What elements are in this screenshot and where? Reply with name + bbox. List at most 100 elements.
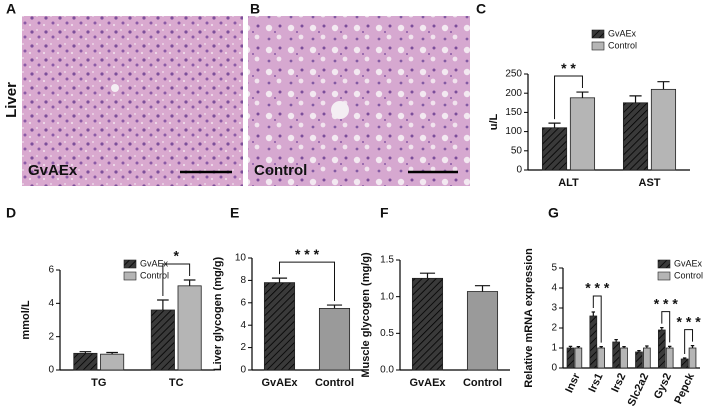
legend-swatch bbox=[657, 259, 671, 269]
significance-bracket bbox=[279, 261, 335, 302]
y-tick-label: 2 bbox=[551, 323, 557, 334]
error-bar bbox=[657, 81, 670, 90]
bar bbox=[680, 358, 689, 369]
y-tick-label: 200 bbox=[505, 88, 522, 99]
bar bbox=[574, 347, 583, 369]
y-tick-label: 8 bbox=[240, 275, 246, 286]
row-label: Liver bbox=[3, 82, 20, 118]
legend-label: GvAEx bbox=[140, 258, 169, 268]
significance-label: * * bbox=[561, 60, 576, 76]
bar bbox=[100, 353, 125, 371]
significance-label: * * * bbox=[295, 246, 320, 262]
y-tick-label: 3 bbox=[551, 303, 557, 314]
error-bar bbox=[568, 345, 573, 348]
error-bar bbox=[419, 272, 436, 279]
error-bar bbox=[660, 327, 664, 330]
error-bar bbox=[622, 346, 626, 348]
x-tick-label: Control bbox=[315, 377, 354, 389]
bar bbox=[657, 329, 666, 369]
y-tick-label: 1.0 bbox=[380, 291, 394, 302]
error-bar bbox=[326, 304, 343, 309]
bar bbox=[411, 277, 444, 371]
significance-label: * * * bbox=[677, 313, 702, 329]
y-tick-label: 1 bbox=[551, 343, 557, 354]
x-tick-label: GvAEx bbox=[409, 377, 446, 389]
y-tick-label: 0 bbox=[516, 165, 522, 176]
vessel bbox=[331, 101, 349, 119]
y-tick-label: 1.5 bbox=[380, 255, 394, 266]
error-bar bbox=[682, 357, 687, 359]
bar bbox=[597, 347, 606, 369]
bar bbox=[650, 88, 677, 171]
x-tick-label: ALT bbox=[558, 177, 579, 189]
y-tick-label: 6 bbox=[48, 265, 54, 276]
y-axis-label: u/L bbox=[488, 113, 500, 130]
x-tick-label: Pepck bbox=[672, 371, 697, 406]
y-tick-label: 100 bbox=[505, 126, 522, 137]
significance-bracket bbox=[592, 295, 602, 343]
y-tick-label: 0.0 bbox=[380, 365, 394, 376]
legend-label: GvAEx bbox=[608, 28, 637, 38]
error-bar bbox=[576, 346, 581, 348]
y-tick-label: 4 bbox=[240, 320, 246, 331]
error-bar bbox=[183, 279, 196, 286]
y-tick-label: 0 bbox=[240, 365, 246, 376]
x-tick-label: Irs1 bbox=[586, 371, 605, 394]
panel-letter: C bbox=[476, 1, 486, 17]
image-label: Control bbox=[254, 162, 307, 179]
y-tick-label: 4 bbox=[48, 298, 54, 309]
significance-bracket bbox=[661, 311, 671, 343]
significance-label: * * * bbox=[654, 295, 679, 311]
error-bar bbox=[645, 345, 649, 348]
legend-label: GvAEx bbox=[674, 258, 703, 268]
panel-letter: E bbox=[230, 205, 239, 221]
legend-swatch bbox=[123, 259, 137, 269]
legend-swatch bbox=[591, 29, 605, 39]
legend-swatch bbox=[123, 271, 137, 281]
error-bar bbox=[599, 346, 603, 348]
panel-letter: A bbox=[6, 1, 16, 17]
bar bbox=[150, 309, 175, 371]
x-tick-label: Irs2 bbox=[609, 371, 628, 394]
x-tick-label: TG bbox=[91, 377, 106, 389]
bar bbox=[665, 347, 674, 369]
y-tick-label: 150 bbox=[505, 107, 522, 118]
y-tick-label: 4 bbox=[551, 283, 557, 294]
legend-label: Control bbox=[140, 270, 169, 280]
bar bbox=[612, 341, 620, 369]
x-tick-label: GvAEx bbox=[261, 377, 298, 389]
y-tick-label: 5 bbox=[551, 263, 557, 274]
bar bbox=[318, 307, 351, 371]
vessel bbox=[111, 84, 119, 92]
error-bar bbox=[79, 351, 92, 354]
legend-label: Control bbox=[674, 270, 703, 280]
bar bbox=[177, 285, 202, 371]
error-bar bbox=[614, 339, 618, 342]
y-axis-label: Muscle glycogen (mg/g) bbox=[360, 252, 372, 378]
bar bbox=[541, 127, 568, 171]
error-bar bbox=[690, 345, 695, 348]
image-label: GvAEx bbox=[28, 162, 78, 179]
panel-letter: G bbox=[548, 205, 559, 221]
legend-swatch bbox=[657, 271, 671, 281]
bar bbox=[622, 102, 649, 171]
y-axis-label: Relative mRNA expression bbox=[523, 248, 535, 388]
error-bar bbox=[637, 350, 641, 352]
error-bar bbox=[548, 122, 561, 128]
error-bar bbox=[157, 299, 169, 310]
y-axis-label: Liver glycogen (mg/g) bbox=[212, 257, 224, 372]
panel-letter: F bbox=[380, 205, 389, 221]
x-tick-label: TC bbox=[169, 377, 184, 389]
histology-image bbox=[22, 16, 243, 186]
bar bbox=[688, 347, 697, 369]
significance-bracket bbox=[684, 329, 694, 354]
legend-swatch bbox=[591, 41, 605, 51]
bar bbox=[466, 291, 499, 371]
significance-label: * * * bbox=[585, 280, 610, 296]
bar bbox=[566, 347, 575, 369]
y-tick-label: 2 bbox=[48, 331, 54, 342]
bar bbox=[635, 351, 643, 369]
x-tick-label: Insr bbox=[563, 371, 583, 395]
error-bar bbox=[271, 277, 288, 283]
